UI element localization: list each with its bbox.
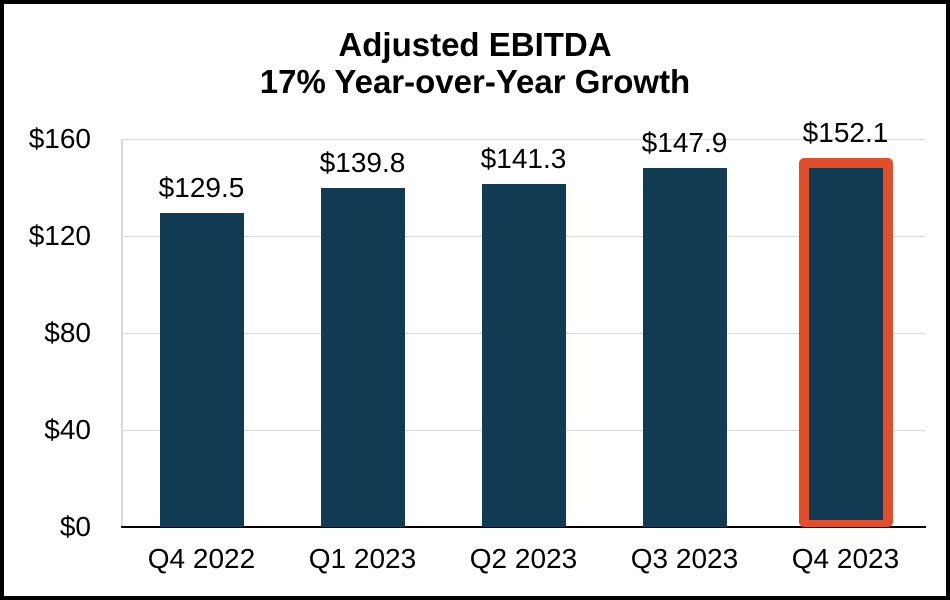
x-axis-label-q1-2023: Q1 2023 [308, 543, 417, 574]
bar-value-label-q4-2023: $152.1 [802, 117, 889, 149]
y-axis-line [121, 139, 123, 527]
x-axis-line [121, 526, 926, 528]
bar-value-label-q3-2023: $147.9 [641, 127, 728, 159]
bar-q2-2023 [481, 184, 566, 527]
y-axis-tick-label-120: $120 [28, 220, 91, 251]
chart-subtitle: 17% Year-over-Year Growth [259, 63, 691, 100]
x-axis-label-q2-2023: Q2 2023 [469, 543, 578, 574]
y-axis-tick-label-80: $80 [44, 317, 91, 348]
chart-title-block: Adjusted EBITDA 17% Year-over-Year Growt… [4, 26, 946, 100]
plot-area: $129.5 $139.8 $141.3 $147.9 $152.1 [121, 117, 926, 528]
bar-q4-2022 [159, 212, 244, 527]
y-axis-tick-label-160: $160 [28, 123, 91, 154]
y-axis-tick-label-0: $0 [59, 511, 91, 542]
x-axis-label-q4-2023: Q4 2023 [791, 543, 900, 574]
bar-highlighted-q4-2023 [798, 158, 893, 527]
bar-value-label-q2-2023: $141.3 [480, 143, 567, 175]
bar-value-label-q1-2023: $139.8 [319, 147, 406, 178]
chart-title: Adjusted EBITDA [338, 26, 612, 63]
bar-q3-2023 [642, 168, 727, 527]
x-axis-label-q3-2023: Q3 2023 [630, 543, 739, 574]
x-axis-label-q4-2022: Q4 2022 [147, 543, 256, 574]
y-axis-tick-label-40: $40 [44, 414, 91, 445]
bar-value-label-q4-2022: $129.5 [158, 171, 245, 203]
bar-q1-2023 [320, 188, 405, 527]
gridline-160 [121, 139, 926, 140]
